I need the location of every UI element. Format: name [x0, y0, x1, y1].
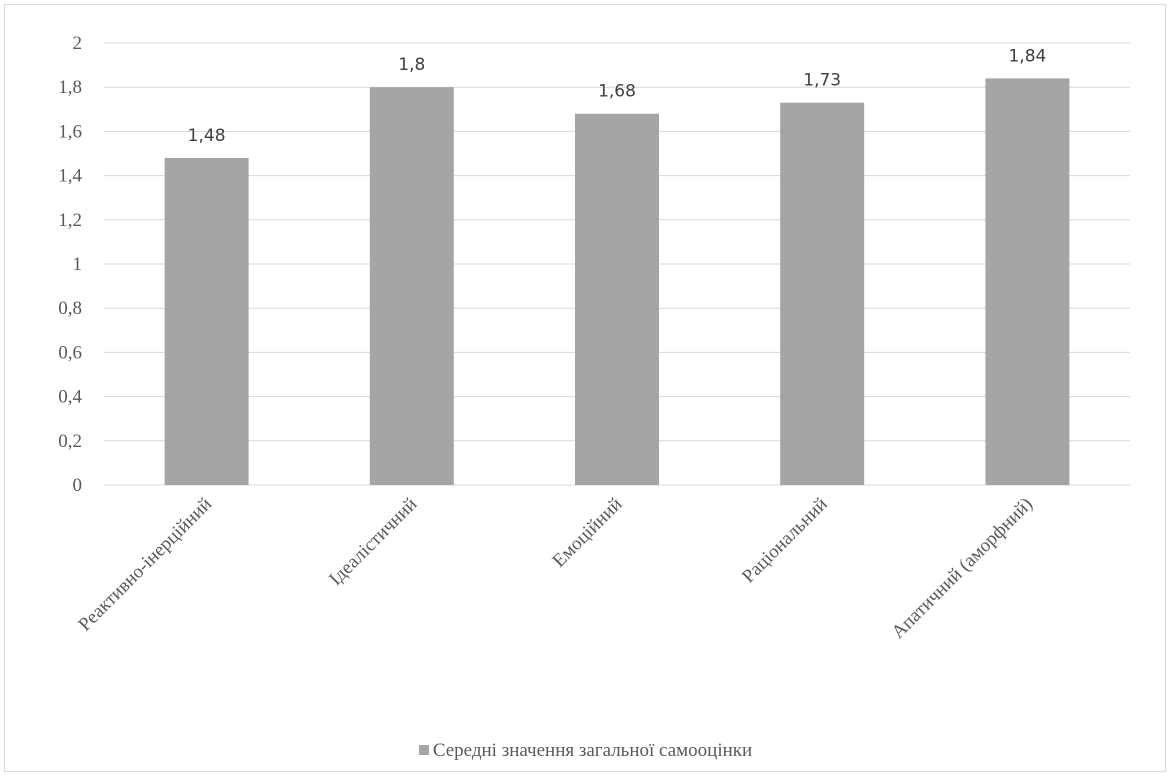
bar [164, 157, 249, 486]
y-tick-label: 0,8 [58, 298, 82, 319]
bar [369, 87, 454, 485]
category-label: Раціональний [738, 494, 832, 588]
y-tick-label: 0,4 [58, 387, 82, 408]
y-tick-label: 0,2 [58, 431, 82, 452]
bar [780, 102, 865, 486]
data-label: 1,8 [398, 55, 425, 75]
data-labels: 1,48 1,8 1,68 1,73 1,84 [188, 46, 1047, 146]
data-label: 1,48 [188, 126, 226, 146]
y-tick-label: 1 [73, 254, 83, 275]
legend-label: Середні значення загальної самооцінки [432, 740, 753, 761]
bar [575, 113, 659, 485]
bars [164, 78, 1070, 486]
category-label: Реактивно-інерційний [74, 494, 216, 636]
x-axis-categories: Реактивно-інерційний Ідеалістичний Емоційн… [74, 494, 1036, 643]
category-label: Ідеалістичний [325, 494, 421, 590]
y-tick-label: 1,2 [58, 210, 82, 231]
legend-swatch [418, 745, 429, 755]
y-tick-label: 2 [73, 33, 83, 54]
data-label: 1,73 [803, 71, 841, 91]
y-tick-label: 1,4 [58, 166, 82, 187]
y-tick-label: 0 [73, 475, 83, 496]
y-axis-ticks: 0 0,2 0,4 0,6 0,8 1 1,2 1,4 1,6 1,8 2 [58, 33, 82, 496]
category-label: Емоційний [549, 494, 627, 572]
bar [985, 78, 1070, 486]
category-label: Апатичний (аморфний) [888, 494, 1037, 643]
data-label: 1,84 [1008, 46, 1046, 66]
y-tick-label: 1,8 [58, 77, 82, 98]
y-tick-label: 1,6 [58, 121, 82, 142]
data-label: 1,68 [598, 82, 636, 102]
y-tick-label: 0,6 [58, 342, 82, 363]
legend: Середні значення загальної самооцінки [0, 740, 1171, 762]
